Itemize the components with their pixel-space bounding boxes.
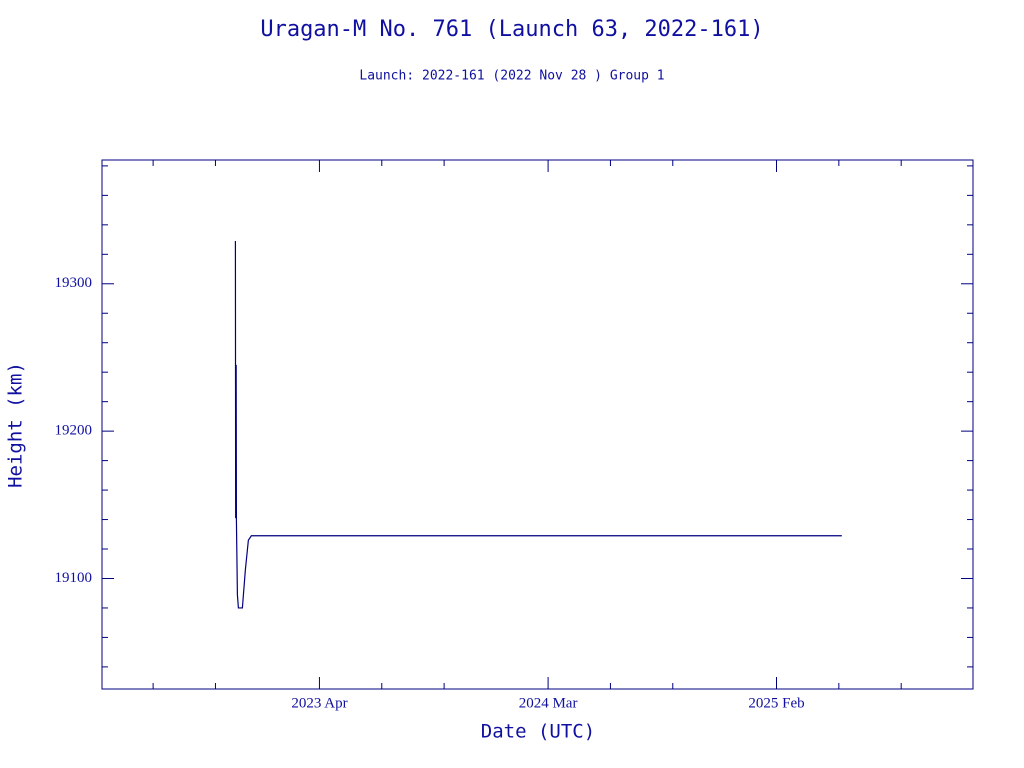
x-tick-label: 2024 Mar: [519, 695, 578, 711]
y-axis-label: Height (km): [5, 362, 27, 488]
x-axis-label: Date (UTC): [481, 721, 595, 743]
plot-frame: [101, 159, 974, 690]
x-tick-label: 2025 Feb: [748, 695, 804, 711]
y-tick-label: 19100: [55, 570, 93, 586]
chart-subtitle: Launch: 2022-161 (2022 Nov 28 ) Group 1: [359, 69, 664, 84]
x-tick-label: 2023 Apr: [291, 695, 347, 711]
y-tick-label: 19300: [55, 275, 93, 291]
data-line: [234, 241, 842, 609]
chart-title: Uragan-M No. 761 (Launch 63, 2022-161): [260, 17, 763, 42]
y-tick-label: 19200: [55, 423, 93, 439]
